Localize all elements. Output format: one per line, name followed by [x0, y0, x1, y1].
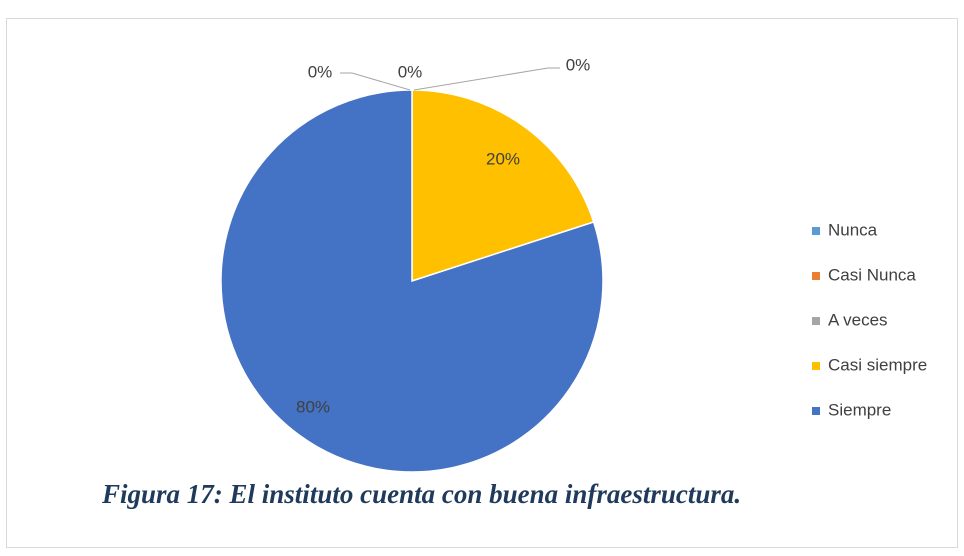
data-label: 80%	[296, 397, 330, 416]
legend-label: Siempre	[828, 400, 891, 419]
leader-line	[413, 67, 560, 91]
caption: Figura 17: El instituto cuenta con buena…	[101, 479, 741, 509]
legend-swatch	[812, 272, 820, 280]
data-label: 20%	[486, 149, 520, 168]
legend-label: A veces	[828, 310, 888, 329]
legend-label: Nunca	[828, 220, 878, 239]
legend-swatch	[812, 362, 820, 370]
legend-label: Casi Nunca	[828, 265, 916, 284]
leader-line	[340, 72, 411, 91]
data-label: 0%	[398, 62, 423, 81]
pie-slice	[220, 89, 604, 473]
data-label: 0%	[308, 62, 333, 81]
data-label: 0%	[566, 55, 591, 74]
legend-label: Casi siempre	[828, 355, 927, 374]
pie-slice	[411, 89, 595, 283]
legend-swatch	[812, 227, 820, 235]
legend-swatch	[812, 407, 820, 415]
legend-swatch	[812, 317, 820, 325]
